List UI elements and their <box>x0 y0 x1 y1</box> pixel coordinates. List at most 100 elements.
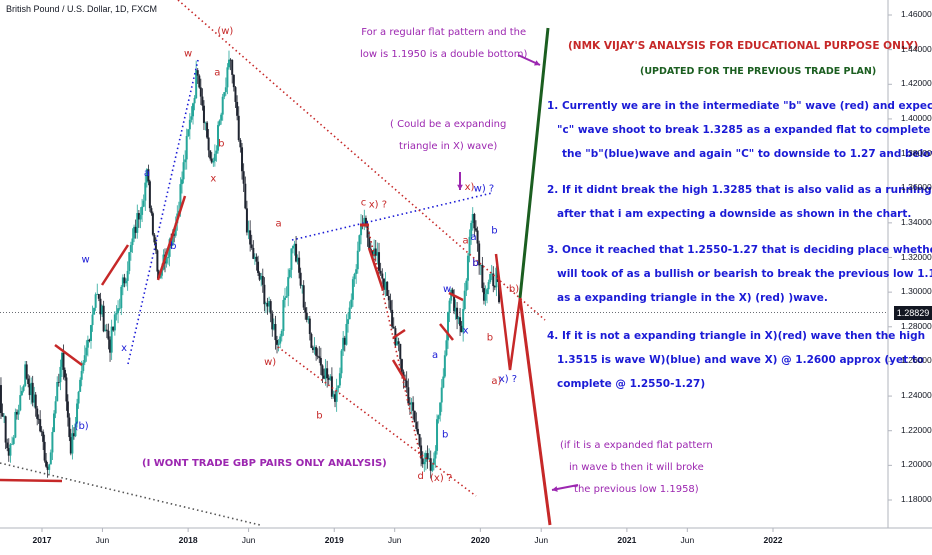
candle-body <box>11 443 14 445</box>
candle-body <box>215 150 218 154</box>
analysis-header: (NMK VIJAY'S ANALYSIS FOR EDUCATIONAL PU… <box>568 40 919 52</box>
candle-body <box>86 339 89 348</box>
candle-body <box>196 70 199 76</box>
candle-body <box>421 458 424 465</box>
candle-body <box>247 230 250 233</box>
x-tick-label: Jun <box>534 535 549 545</box>
candle-body <box>221 96 224 115</box>
candle-body <box>129 245 132 253</box>
candle-body <box>492 273 495 287</box>
candle-body <box>59 366 62 383</box>
candle-body <box>384 281 387 290</box>
candle-body <box>133 226 136 239</box>
candle-body <box>434 450 437 459</box>
candle-body <box>12 437 15 444</box>
candle-body <box>45 460 48 467</box>
wave-label: w) <box>264 357 276 368</box>
candle-body <box>454 307 457 312</box>
candle-body <box>418 433 421 446</box>
candle-body <box>144 182 147 201</box>
wave-label: w) ? <box>474 184 495 195</box>
candle-body <box>117 308 120 314</box>
candle-body <box>192 103 195 117</box>
candle-body <box>440 387 443 403</box>
candle-body <box>457 317 460 320</box>
candle-body <box>329 376 332 380</box>
candle-body <box>145 169 148 183</box>
candle-body <box>382 278 385 290</box>
candle-body <box>364 217 367 226</box>
candle-body <box>236 101 239 116</box>
candle-body <box>184 159 187 163</box>
candle-body <box>48 464 51 470</box>
trendline-red-lower <box>277 346 477 497</box>
x-tick-label: Jun <box>680 535 695 545</box>
candle-body <box>220 114 223 121</box>
candle-body <box>17 410 20 415</box>
analysis-p1-line3: the "b"(blue)wave and again "C" to downs… <box>562 148 932 160</box>
candle-body <box>193 98 196 104</box>
note-expanded-line1: (if it is a expanded flat pattern <box>560 440 713 451</box>
wave-segment <box>0 478 63 483</box>
candle-body <box>128 252 131 271</box>
y-tick-label: 1.46000 <box>901 9 932 19</box>
candle-body <box>121 277 124 287</box>
candle-body <box>276 340 279 345</box>
candle-body <box>484 294 487 301</box>
candle-body <box>142 200 145 207</box>
candle-body <box>131 238 134 246</box>
candle-body <box>348 307 351 320</box>
candle-body <box>407 387 410 404</box>
analysis-p3-line3: as a expanding triangle in the X) (red) … <box>557 292 828 304</box>
note-triangle-line2: triangle in X) wave) <box>399 141 498 152</box>
candle-body <box>160 269 163 276</box>
candle-body <box>125 280 128 284</box>
candle-body <box>4 416 7 443</box>
candle-body <box>445 340 448 356</box>
candle-body <box>3 416 6 418</box>
wave-label: a <box>470 232 476 243</box>
candle-body <box>335 388 338 402</box>
candle-body <box>213 153 216 161</box>
candle-body <box>66 401 69 418</box>
candle-body <box>429 458 432 471</box>
candle-body <box>49 452 52 465</box>
candle-body <box>446 312 449 341</box>
wave-label: d <box>418 471 424 482</box>
candle-body <box>14 411 17 438</box>
candle-body <box>88 339 91 342</box>
candle-body <box>104 329 107 332</box>
candle-body <box>249 230 252 245</box>
candle-body <box>227 59 230 68</box>
candle-body <box>210 158 213 163</box>
candle-body <box>30 382 33 396</box>
candle-body <box>299 272 302 286</box>
candle-body <box>305 312 308 320</box>
candle-body <box>33 394 36 403</box>
candle-body <box>94 294 97 308</box>
candle-body <box>255 256 258 262</box>
candle-body <box>412 402 415 411</box>
candle-body <box>479 264 482 266</box>
candle-body <box>68 417 71 438</box>
projection-bullish-green <box>518 27 550 299</box>
candle-body <box>204 122 207 124</box>
y-tick-label: 1.36000 <box>901 182 932 193</box>
candle-body <box>188 119 191 130</box>
candle-body <box>379 270 382 274</box>
x-tick-label: Jun <box>387 535 402 545</box>
candle-body <box>244 183 247 209</box>
wave-segment <box>391 359 407 381</box>
candle-body <box>226 67 229 88</box>
x-tick-label: 2022 <box>763 535 783 545</box>
candle-body <box>371 250 374 257</box>
candle-body <box>97 294 100 299</box>
candle-body <box>308 318 311 335</box>
note-triangle-line1: ( Could be a expanding <box>390 119 507 130</box>
candle-body <box>493 286 496 288</box>
candle-body <box>120 286 123 309</box>
candle-body <box>462 309 465 333</box>
candle-body <box>65 377 68 402</box>
candle-body <box>179 184 182 211</box>
